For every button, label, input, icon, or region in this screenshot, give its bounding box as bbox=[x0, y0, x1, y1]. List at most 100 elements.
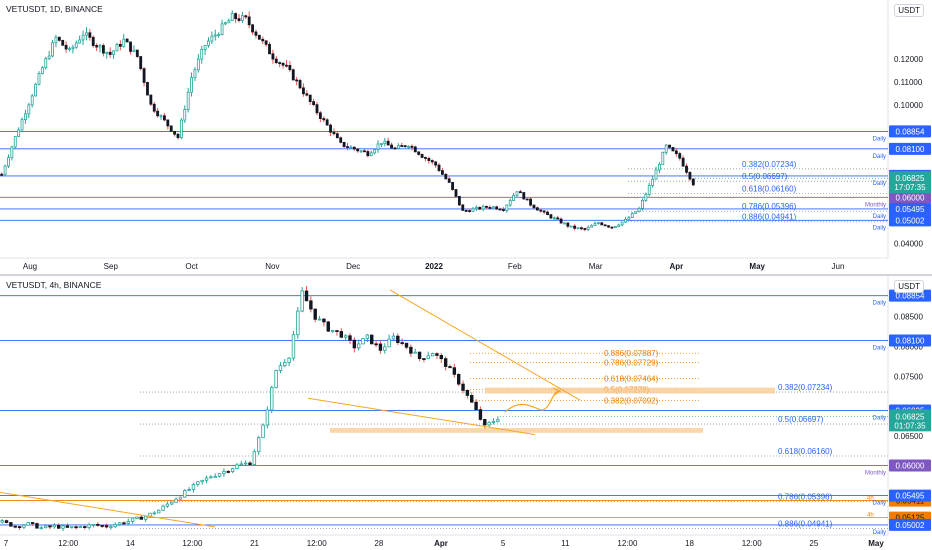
candle-body bbox=[335, 133, 339, 139]
y-tick-label: 0.12000 bbox=[894, 55, 923, 64]
fib-label: 0.786(0.05396) bbox=[742, 202, 797, 211]
candle-body bbox=[91, 523, 96, 526]
candle-body bbox=[352, 146, 356, 150]
candle-body bbox=[309, 300, 313, 310]
daily-chart-pane[interactable]: 0.140000.120000.110000.100000.080000.070… bbox=[0, 0, 932, 274]
candle-body bbox=[291, 334, 296, 359]
candle-body bbox=[291, 69, 295, 81]
candle-body bbox=[634, 211, 638, 214]
level-price-box bbox=[889, 191, 931, 204]
pane-divider[interactable] bbox=[0, 274, 932, 276]
candle-body bbox=[552, 217, 556, 220]
candle-body bbox=[87, 524, 91, 528]
level-price: 0.08854 bbox=[896, 292, 925, 301]
candle-body bbox=[535, 207, 539, 211]
candle-body bbox=[300, 290, 304, 312]
candle-body bbox=[227, 20, 231, 24]
daily-chart-title: VETUSDT, 1D, BINANCE bbox=[4, 4, 105, 14]
candle-body bbox=[359, 150, 363, 153]
candle-body bbox=[488, 206, 492, 209]
candle-body bbox=[637, 207, 641, 213]
candle-body bbox=[468, 210, 471, 212]
candle-body bbox=[471, 208, 475, 212]
candle-body bbox=[525, 198, 529, 201]
candle-body bbox=[668, 144, 671, 148]
candle-body bbox=[603, 224, 607, 227]
candle-body bbox=[52, 524, 57, 528]
candle-body bbox=[156, 110, 160, 117]
candle-body bbox=[81, 34, 85, 41]
candle-body bbox=[335, 330, 339, 332]
candle-body bbox=[113, 524, 117, 528]
candle-body bbox=[641, 199, 644, 209]
currency-button[interactable]: USDT bbox=[894, 4, 924, 17]
candle-body bbox=[196, 58, 200, 71]
candle-body bbox=[325, 119, 329, 126]
candle-body bbox=[379, 143, 383, 145]
candle-body bbox=[234, 13, 238, 20]
x-tick-label: 12:00 bbox=[307, 539, 328, 548]
candle-body bbox=[654, 169, 658, 180]
x-tick-label: 5 bbox=[501, 539, 506, 548]
candle-body bbox=[452, 367, 457, 375]
candle-body bbox=[383, 140, 387, 144]
candle-body bbox=[298, 80, 302, 89]
candle-body bbox=[461, 204, 465, 211]
candle-body bbox=[74, 42, 78, 48]
x-tick-label: Apr bbox=[670, 262, 684, 271]
x-tick-label: 12:00 bbox=[58, 539, 79, 548]
candle-body bbox=[427, 158, 431, 161]
candle-body bbox=[664, 144, 668, 153]
candle-body bbox=[183, 109, 187, 121]
candle-body bbox=[378, 343, 383, 351]
candle-body bbox=[430, 353, 435, 357]
x-tick-label: 11 bbox=[561, 539, 570, 548]
fib-orange-label: 0.618(0.07464) bbox=[604, 374, 659, 383]
candle-body bbox=[496, 419, 500, 422]
candle-body bbox=[135, 516, 139, 520]
candle-body bbox=[410, 145, 414, 148]
candle-body bbox=[139, 56, 143, 70]
4h-chart-svg[interactable]: 0.090000.085000.080000.075000.065000.060… bbox=[0, 276, 932, 550]
candle-body bbox=[74, 526, 78, 529]
x-tick-label: Nov bbox=[265, 262, 279, 271]
fib-label: 0.618(0.06160) bbox=[778, 447, 833, 456]
candle-body bbox=[413, 351, 417, 354]
candle-body bbox=[13, 136, 17, 148]
candle-body bbox=[85, 32, 88, 36]
candle-body bbox=[304, 290, 309, 302]
currency-button[interactable]: USDT bbox=[894, 280, 924, 293]
candle-body bbox=[556, 217, 560, 220]
candle-body bbox=[685, 165, 688, 173]
candle-body bbox=[295, 79, 299, 82]
candle-body bbox=[647, 184, 651, 195]
4h-chart-pane[interactable]: 0.090000.085000.080000.075000.065000.060… bbox=[0, 276, 932, 550]
candle-body bbox=[308, 94, 312, 102]
candle-body bbox=[566, 222, 570, 227]
candle-body bbox=[130, 518, 135, 522]
candle-body bbox=[30, 95, 34, 106]
candle-body bbox=[44, 58, 48, 69]
candle-body bbox=[10, 146, 14, 159]
candle-body bbox=[51, 42, 54, 57]
candle-body bbox=[265, 409, 270, 426]
level-tag: Daily bbox=[873, 181, 886, 187]
candle-body bbox=[222, 471, 226, 475]
candle-body bbox=[213, 475, 217, 478]
candle-body bbox=[409, 346, 413, 354]
candle-body bbox=[70, 526, 74, 529]
candle-body bbox=[430, 160, 434, 163]
candle-body bbox=[100, 525, 104, 527]
candle-body bbox=[78, 39, 82, 44]
level-tag: Daily bbox=[873, 214, 886, 220]
daily-chart-svg[interactable]: 0.140000.120000.110000.100000.080000.070… bbox=[0, 0, 932, 274]
candle-body bbox=[101, 45, 105, 54]
candle-body bbox=[26, 522, 30, 526]
candle-body bbox=[461, 383, 465, 391]
candle-body bbox=[247, 16, 251, 26]
candle-body bbox=[105, 51, 109, 54]
candle-body bbox=[281, 62, 285, 66]
x-tick-label: 12:00 bbox=[182, 539, 203, 548]
candle-body bbox=[332, 131, 336, 135]
supply-zone bbox=[485, 387, 775, 394]
